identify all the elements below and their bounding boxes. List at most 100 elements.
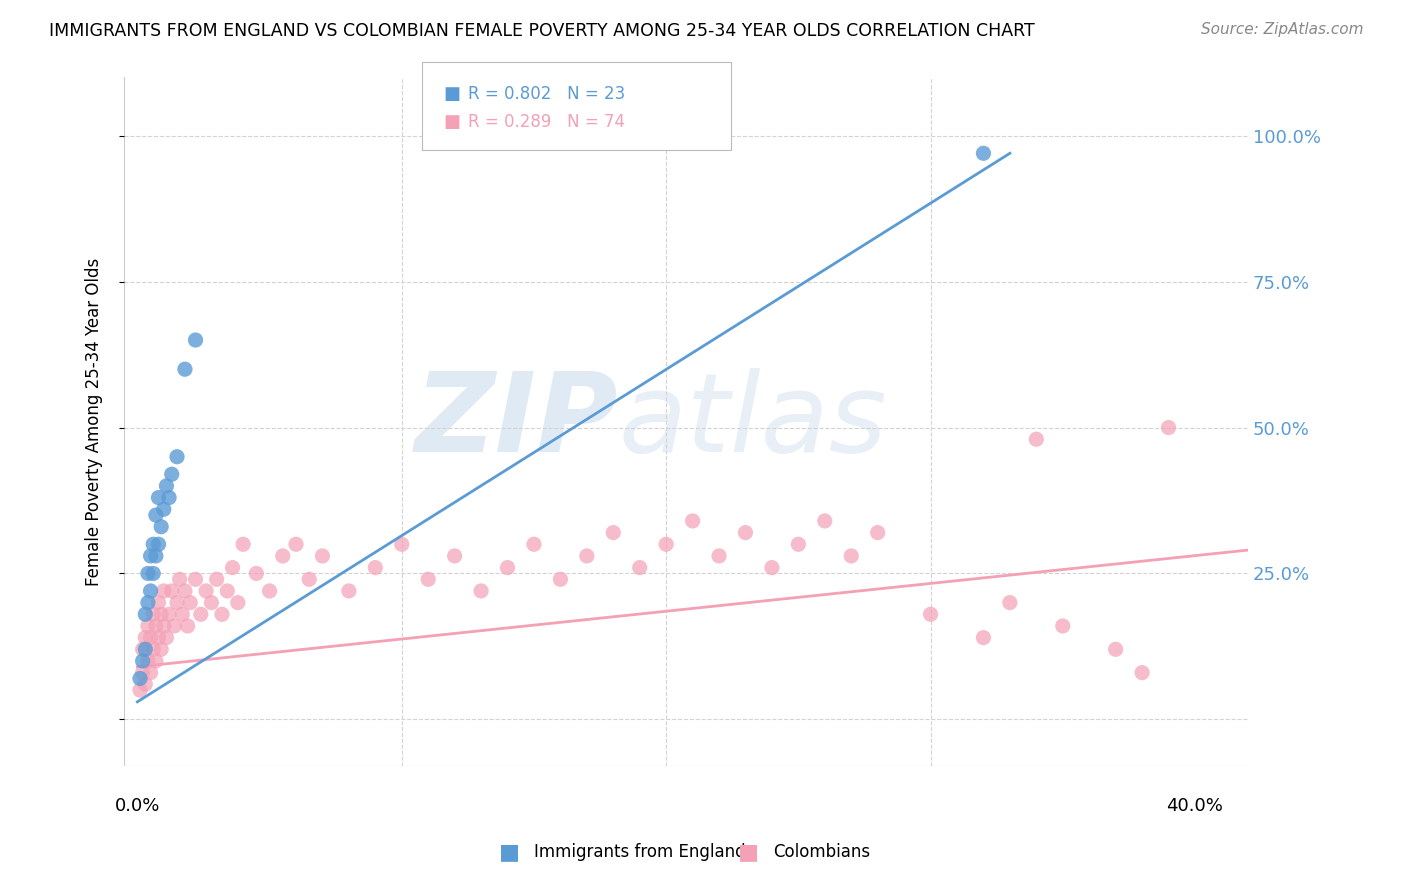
Point [155, 631, 177, 645]
Point [195, 583, 218, 598]
Point [972, 146, 994, 161]
Point [148, 537, 170, 551]
Point [418, 572, 440, 586]
Point [145, 654, 167, 668]
Point [998, 596, 1021, 610]
Point [134, 642, 156, 657]
Point [1104, 642, 1126, 657]
Text: ■: ■ [499, 842, 520, 862]
Point [157, 491, 180, 505]
Point [707, 549, 730, 563]
Point [496, 560, 519, 574]
Text: atlas: atlas [619, 368, 887, 475]
Text: Source: ZipAtlas.com: Source: ZipAtlas.com [1201, 22, 1364, 37]
Point [920, 607, 942, 622]
Point [152, 583, 174, 598]
Point [226, 596, 249, 610]
Point [311, 549, 333, 563]
Text: 40.0%: 40.0% [1167, 797, 1223, 814]
Text: Colombians: Colombians [773, 843, 870, 861]
Point [682, 514, 704, 528]
Point [205, 572, 228, 586]
Point [134, 631, 156, 645]
Point [184, 572, 207, 586]
Point [298, 572, 321, 586]
Text: 0.0%: 0.0% [115, 797, 160, 814]
Point [972, 631, 994, 645]
Point [443, 549, 465, 563]
Point [190, 607, 212, 622]
Point [761, 560, 783, 574]
Point [184, 333, 207, 347]
Point [602, 525, 624, 540]
Point [148, 596, 170, 610]
Point [157, 607, 180, 622]
Point [136, 566, 159, 581]
Point [160, 583, 183, 598]
Point [166, 450, 188, 464]
Text: R = 0.289   N = 74: R = 0.289 N = 74 [468, 113, 626, 131]
Point [152, 619, 174, 633]
Point [139, 665, 162, 680]
Point [136, 619, 159, 633]
Text: R = 0.802   N = 23: R = 0.802 N = 23 [468, 85, 626, 103]
Point [148, 631, 170, 645]
Point [139, 549, 162, 563]
Point [232, 537, 254, 551]
Point [145, 619, 167, 633]
Point [139, 631, 162, 645]
Point [152, 502, 174, 516]
Point [169, 572, 191, 586]
Text: ■: ■ [738, 842, 759, 862]
Point [129, 683, 152, 698]
Point [160, 467, 183, 482]
Point [172, 607, 194, 622]
Text: ZIP: ZIP [415, 368, 619, 475]
Point [134, 677, 156, 691]
Point [337, 583, 360, 598]
Text: ■: ■ [443, 113, 460, 131]
Text: Immigrants from England: Immigrants from England [534, 843, 747, 861]
Point [166, 596, 188, 610]
Point [150, 607, 173, 622]
Point [364, 560, 387, 574]
Point [148, 491, 170, 505]
Point [129, 672, 152, 686]
Y-axis label: Female Poverty Among 25-34 Year Olds: Female Poverty Among 25-34 Year Olds [86, 258, 103, 586]
Point [221, 560, 243, 574]
Point [176, 619, 198, 633]
Point [131, 654, 153, 668]
Point [211, 607, 233, 622]
Point [142, 607, 165, 622]
Point [866, 525, 889, 540]
Point [1025, 432, 1047, 446]
Point [787, 537, 810, 551]
Point [1052, 619, 1074, 633]
Point [142, 566, 165, 581]
Text: IMMIGRANTS FROM ENGLAND VS COLOMBIAN FEMALE POVERTY AMONG 25-34 YEAR OLDS CORREL: IMMIGRANTS FROM ENGLAND VS COLOMBIAN FEM… [49, 22, 1035, 40]
Point [150, 520, 173, 534]
Point [139, 583, 162, 598]
Point [734, 525, 756, 540]
Point [163, 619, 186, 633]
Point [200, 596, 222, 610]
Point [523, 537, 546, 551]
Point [285, 537, 308, 551]
Point [391, 537, 413, 551]
Point [628, 560, 651, 574]
Point [259, 583, 281, 598]
Point [470, 583, 492, 598]
Point [145, 549, 167, 563]
Point [1130, 665, 1153, 680]
Point [134, 607, 156, 622]
Point [271, 549, 294, 563]
Point [550, 572, 572, 586]
Point [145, 508, 167, 522]
Point [174, 362, 197, 376]
Text: ■: ■ [443, 85, 460, 103]
Point [131, 642, 153, 657]
Point [179, 596, 201, 610]
Point [174, 583, 197, 598]
Point [245, 566, 267, 581]
Point [150, 642, 173, 657]
